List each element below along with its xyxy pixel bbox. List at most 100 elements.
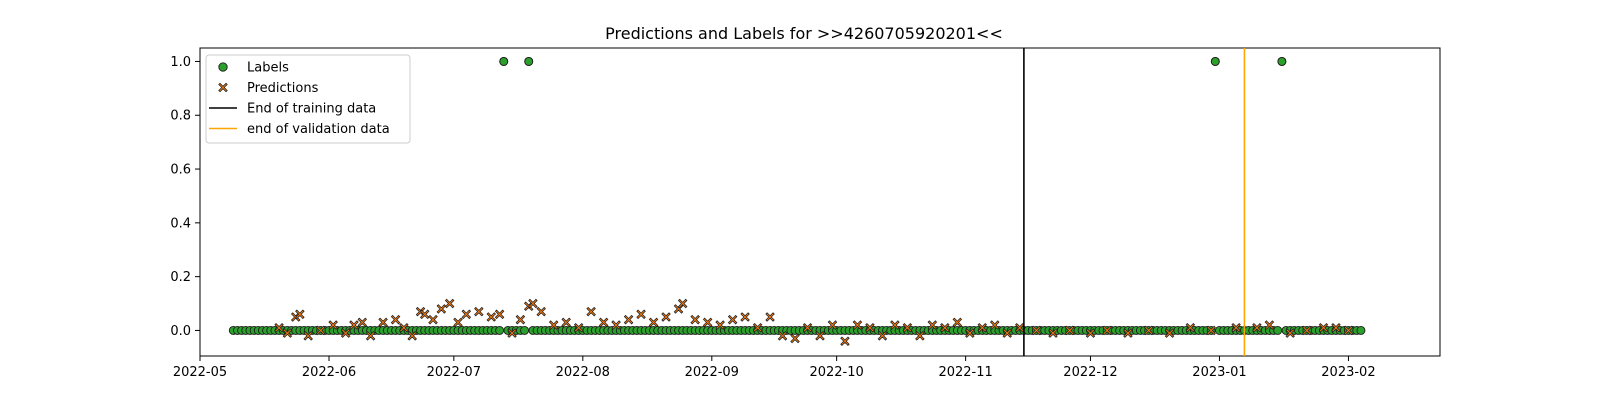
prediction-point — [1002, 328, 1013, 338]
prediction-point — [1102, 325, 1112, 336]
prediction-point — [494, 309, 505, 320]
prediction-point — [515, 314, 526, 325]
label-point — [1210, 56, 1220, 66]
prediction-point — [436, 304, 447, 314]
prediction-point — [1206, 325, 1216, 336]
label-point — [1277, 56, 1287, 66]
prediction-point — [965, 328, 975, 338]
prediction-point — [840, 336, 850, 346]
prediction-point — [1231, 322, 1241, 333]
prediction-point — [303, 331, 313, 341]
x-tick-label: 2022-09 — [685, 365, 739, 380]
plot-frame — [199, 47, 1441, 357]
prediction-point — [548, 320, 559, 330]
prediction-point — [661, 312, 671, 322]
y-tick-label: 0.4 — [170, 216, 191, 231]
label-point — [499, 56, 509, 66]
prediction-point — [636, 309, 646, 320]
prediction-point — [1252, 322, 1262, 333]
prediction-point — [349, 320, 359, 330]
prediction-point — [586, 306, 596, 317]
prediction-point — [1318, 322, 1329, 333]
x-tick-label: 2022-11 — [938, 365, 992, 380]
label-point — [1356, 325, 1366, 335]
x-tick-label: 2023-01 — [1192, 365, 1246, 380]
predictions-series — [274, 298, 1354, 346]
prediction-point — [340, 328, 351, 338]
legend-entry-label: Labels — [247, 61, 289, 76]
prediction-point — [677, 298, 688, 309]
legend-labels-marker — [218, 62, 228, 72]
prediction-point — [328, 320, 338, 330]
prediction-point — [1064, 325, 1075, 336]
prediction-point — [1031, 325, 1042, 336]
prediction-point — [507, 328, 517, 338]
prediction-point — [648, 317, 659, 328]
x-tick-label: 2022-05 — [173, 365, 227, 380]
prediction-point — [536, 306, 546, 317]
label-point — [520, 325, 530, 335]
prediction-point — [752, 322, 763, 333]
prediction-point — [915, 331, 925, 341]
prediction-point — [357, 317, 368, 328]
y-tick-label: 0.0 — [170, 324, 191, 339]
prediction-point — [1302, 325, 1312, 336]
legend: Labels Predictions End of training data end… — [205, 54, 411, 144]
prediction-point — [407, 331, 417, 341]
prediction-point — [399, 322, 409, 333]
prediction-point — [940, 322, 950, 333]
prediction-point — [486, 312, 497, 322]
prediction-point — [715, 320, 725, 330]
prediction-point — [902, 322, 913, 333]
x-tick-label: 2022-12 — [1063, 365, 1117, 380]
vertical-lines — [1023, 48, 1246, 356]
prediction-point — [282, 328, 293, 338]
prediction-point — [690, 314, 700, 325]
prediction-point — [561, 317, 571, 328]
prediction-point — [461, 309, 472, 320]
x-tick-label: 2022-06 — [302, 365, 356, 380]
prediction-point — [1331, 322, 1341, 333]
x-axis: 2022-05 2022-06 2022-07 2022-08 2022-09 2022-… — [173, 356, 1376, 380]
prediction-point — [877, 331, 888, 341]
legend-entry-label: end of validation data — [247, 122, 390, 137]
x-tick-label: 2022-08 — [556, 365, 610, 380]
prediction-point — [315, 325, 326, 336]
prediction-point — [977, 322, 988, 333]
prediction-point — [611, 320, 621, 330]
chart-title: Predictions and Labels for >>42607059202… — [605, 24, 1003, 43]
prediction-point — [378, 317, 388, 328]
legend-entry-label: End of training data — [247, 102, 376, 117]
prediction-point — [1343, 325, 1354, 336]
plot-area: 2022-05 2022-06 2022-07 2022-08 2022-09 2022-… — [170, 47, 1441, 380]
y-tick-label: 0.2 — [170, 270, 191, 285]
prediction-point — [453, 317, 463, 328]
prediction-point — [865, 322, 875, 333]
prediction-point — [1285, 328, 1295, 338]
prediction-point — [815, 331, 825, 341]
labels-series — [228, 56, 1366, 335]
prediction-point — [390, 314, 401, 325]
y-tick-label: 0.6 — [170, 163, 191, 178]
legend-box — [205, 54, 411, 144]
prediction-point — [852, 320, 863, 330]
y-tick-label: 1.0 — [170, 55, 191, 70]
prediction-point — [528, 298, 538, 309]
prediction-point — [1264, 320, 1275, 330]
prediction-point — [295, 309, 305, 320]
prediction-point — [765, 312, 775, 322]
prediction-point — [989, 320, 1000, 330]
prediction-point — [952, 317, 963, 328]
prediction-point — [1185, 322, 1196, 333]
prediction-point — [1164, 328, 1175, 338]
prediction-point — [474, 306, 484, 317]
prediction-point — [1143, 325, 1154, 336]
legend-entry-label: Predictions — [247, 81, 319, 96]
prediction-point — [927, 320, 938, 330]
legend-predictions-marker — [218, 82, 228, 93]
prediction-point — [573, 322, 584, 333]
x-tick-label: 2022-07 — [427, 365, 481, 380]
prediction-point — [1123, 328, 1133, 338]
x-tick-label: 2023-02 — [1321, 365, 1375, 380]
